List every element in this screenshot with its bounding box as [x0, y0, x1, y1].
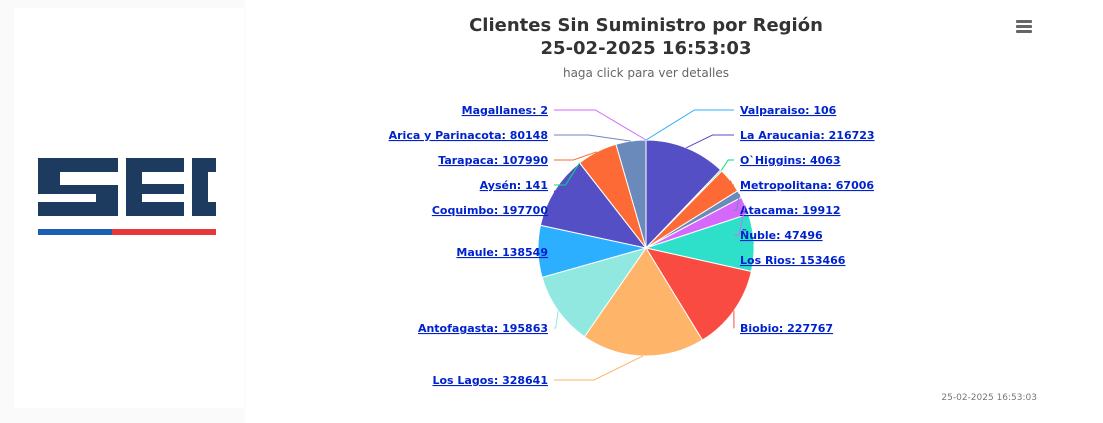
chart-caption: haga click para ver detalles	[562, 66, 730, 80]
hamburger-icon	[1016, 20, 1032, 23]
connector-line	[686, 134, 734, 149]
chart-title-line: Clientes Sin Suministro por Región	[469, 15, 823, 36]
data-label[interactable]: Maule: 138549	[456, 246, 548, 259]
data-label[interactable]: Ñuble: 47496	[740, 229, 823, 242]
logo-underline-blue	[38, 229, 112, 235]
data-label[interactable]: Valparaiso: 106	[740, 104, 837, 117]
pie-slice-biobio[interactable]	[644, 247, 753, 341]
data-label[interactable]: Arica y Parinacota: 80148	[389, 129, 548, 142]
data-label[interactable]: Atacama: 19912	[740, 204, 841, 217]
sec-logo	[38, 158, 216, 235]
connector-line	[734, 205, 746, 236]
data-label[interactable]: Antofagasta: 195863	[418, 322, 548, 335]
chart-title: Clientes Sin Suministro por Región 25-02…	[245, 14, 1047, 60]
connector-line	[554, 310, 559, 329]
data-label[interactable]: O`Higgins: 4063	[740, 154, 841, 167]
connector-line	[734, 193, 741, 211]
data-label[interactable]: Aysén: 141	[480, 179, 548, 192]
connector-line	[554, 162, 581, 186]
logo-letter-c	[192, 158, 216, 216]
hamburger-icon-bar	[1016, 30, 1032, 33]
connector-line	[645, 109, 734, 141]
data-label[interactable]: Tarapaca: 107990	[438, 154, 548, 167]
data-label[interactable]: Los Lagos: 328641	[432, 374, 548, 387]
chart-menu-button[interactable]	[1012, 16, 1036, 38]
pie-slice-la-araucania[interactable]	[645, 139, 722, 250]
logo-panel	[14, 8, 244, 408]
data-label[interactable]: Los Rios: 153466	[740, 254, 846, 267]
connector-line	[720, 159, 734, 171]
logo-letter-s	[38, 158, 118, 216]
connector-line	[554, 134, 631, 142]
connector-line	[729, 180, 734, 186]
data-label[interactable]: Metropolitana: 67006	[740, 179, 874, 192]
data-label[interactable]: Coquimbo: 197700	[432, 204, 548, 217]
connector-line	[538, 250, 554, 253]
connector-line	[554, 151, 598, 161]
data-label[interactable]: La Araucania: 216723	[740, 129, 875, 142]
data-label[interactable]: Biobio: 227767	[740, 322, 833, 335]
data-label[interactable]: Magallanes: 2	[462, 104, 548, 117]
logo-letter-e	[126, 158, 184, 216]
connector-line	[734, 242, 755, 261]
chart-subtitle-line: 25-02-2025 16:53:03	[540, 38, 752, 59]
connector-line	[553, 190, 556, 211]
chart-credit: 25-02-2025 16:53:03	[941, 393, 1037, 403]
connector-line	[554, 109, 647, 141]
logo-underline-red	[112, 229, 216, 235]
pie-slice-los-lagos[interactable]	[583, 247, 704, 357]
connector-line	[554, 355, 644, 381]
hamburger-icon-bar	[1016, 25, 1032, 28]
